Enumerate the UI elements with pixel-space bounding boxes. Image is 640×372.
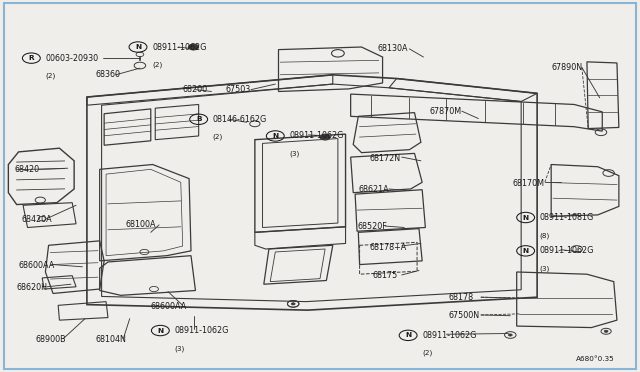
Circle shape xyxy=(604,330,608,333)
Text: (2): (2) xyxy=(152,61,163,68)
Text: 08911-1062G: 08911-1062G xyxy=(422,331,477,340)
Text: 68178+A: 68178+A xyxy=(370,243,407,251)
Text: 68200: 68200 xyxy=(182,85,208,94)
Circle shape xyxy=(188,44,198,50)
Text: (2): (2) xyxy=(45,73,56,79)
Text: N: N xyxy=(135,44,141,50)
Text: 68172N: 68172N xyxy=(370,154,401,163)
Text: 08146-6162G: 08146-6162G xyxy=(212,115,267,124)
Text: 68620H: 68620H xyxy=(17,283,47,292)
Text: 68178: 68178 xyxy=(449,294,474,302)
Text: 68104N: 68104N xyxy=(95,335,126,344)
Text: (3): (3) xyxy=(289,151,300,157)
Text: 68420: 68420 xyxy=(15,165,40,174)
Text: 68100A: 68100A xyxy=(125,221,156,230)
Circle shape xyxy=(291,303,295,305)
Text: (2): (2) xyxy=(422,350,433,356)
Text: 00603-20930: 00603-20930 xyxy=(45,54,99,62)
Text: A680°0.35: A680°0.35 xyxy=(576,356,615,362)
Text: 68175: 68175 xyxy=(372,271,397,280)
Text: N: N xyxy=(523,215,529,221)
Text: 68621A: 68621A xyxy=(358,185,389,194)
Text: 08911-1062G: 08911-1062G xyxy=(152,42,207,51)
Text: 68130A: 68130A xyxy=(378,44,408,53)
Text: 68900B: 68900B xyxy=(36,335,67,344)
Text: 68360: 68360 xyxy=(95,70,120,79)
Text: 08911-1062G: 08911-1062G xyxy=(289,131,344,141)
Text: N: N xyxy=(157,327,163,334)
Text: (8): (8) xyxy=(540,232,550,238)
Text: 08911-1081G: 08911-1081G xyxy=(540,213,594,222)
Text: B: B xyxy=(196,116,202,122)
Text: R: R xyxy=(29,55,34,61)
Text: 67870M: 67870M xyxy=(430,108,462,116)
Circle shape xyxy=(508,334,512,336)
Text: (3): (3) xyxy=(174,345,185,352)
Text: N: N xyxy=(405,332,411,339)
Text: (3): (3) xyxy=(540,265,550,272)
Text: 68520F: 68520F xyxy=(357,222,387,231)
Text: N: N xyxy=(272,133,278,139)
Text: 68600AA: 68600AA xyxy=(19,261,55,270)
Text: N: N xyxy=(523,248,529,254)
Text: 67503: 67503 xyxy=(225,85,251,94)
Circle shape xyxy=(320,134,330,140)
Text: 67890N: 67890N xyxy=(551,63,582,72)
Text: 68170M: 68170M xyxy=(513,179,545,187)
Text: 08911-1062G: 08911-1062G xyxy=(174,326,228,335)
Text: 68600AA: 68600AA xyxy=(151,302,187,311)
Text: 68420A: 68420A xyxy=(21,215,52,224)
Text: 67500N: 67500N xyxy=(449,311,480,320)
Text: (2): (2) xyxy=(212,134,223,140)
Text: 08911-1062G: 08911-1062G xyxy=(540,246,594,255)
